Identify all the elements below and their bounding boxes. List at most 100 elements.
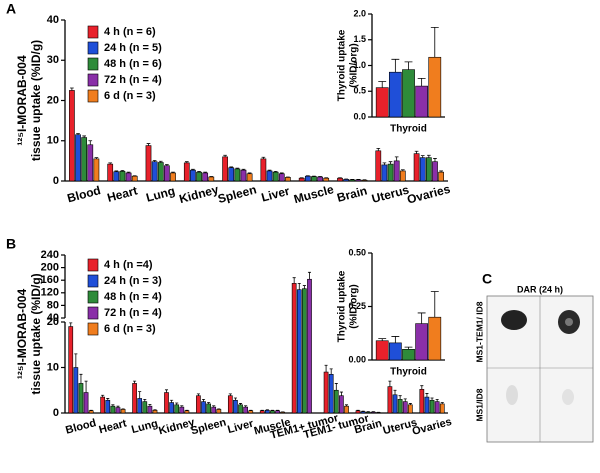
bar [211,406,217,414]
bar [107,163,114,182]
bar [424,396,430,414]
y-tick-label: 10 [47,361,59,373]
bar [169,402,174,414]
legend-label: 72 h (n = 4) [104,74,162,86]
error-bar [143,398,147,402]
bar [311,176,317,182]
bar [387,386,393,414]
x-tick-label: Ovaries [406,182,452,207]
bar [234,168,241,182]
bar [145,145,152,182]
bar [233,399,238,414]
error-bar [297,282,301,290]
error-bar [148,403,152,407]
bar [264,409,270,414]
error-bar [197,170,201,173]
x-tick-label: Brain [335,183,368,204]
error-bar [339,391,343,396]
error-bar [88,140,93,145]
error-bar [94,157,99,159]
x-tick-label: Heart [106,183,139,204]
y-tick-label: 160 [41,274,59,286]
error-bar [82,135,86,138]
error-bar [196,393,200,396]
bar [388,71,402,118]
error-bar [76,133,80,135]
bar [375,340,389,361]
x-tick-label: Spleen [216,182,258,206]
bar [291,283,297,414]
x-tick-label: Liver [226,418,255,437]
bar [246,173,253,182]
y-tick-label: 1.0 [353,60,366,70]
bar [152,409,158,414]
bar [339,395,344,414]
bar [78,383,84,414]
error-bar [108,162,113,165]
bar [432,161,438,182]
y-axis-label: Thyroid uptake [337,29,348,101]
legend-label: 24 h (n = 3) [104,275,162,287]
bar [164,165,170,182]
x-tick-label: Thyroid [390,367,427,378]
bar [425,157,432,182]
bar [355,410,361,414]
y-tick-label: 20 [47,316,59,328]
bar [68,326,74,414]
error-bar [84,380,88,393]
x-tick-label: Lung [145,184,177,205]
error-bar [376,147,381,151]
error-bar [414,150,419,154]
bar [392,394,398,414]
bar [285,177,291,182]
blot-row-label: MS1-TEM1/ ID8 [474,301,484,362]
bar [260,158,267,182]
bar [343,179,349,182]
error-bar [79,373,83,384]
error-bar [391,336,400,343]
bar [375,87,389,118]
error-bar [201,398,206,402]
y-tick-label: 0.0 [353,111,366,121]
error-bar [239,403,243,405]
legend-swatch [87,57,99,71]
bar [399,170,406,182]
y-tick-label: 0 [53,407,59,419]
bar [307,278,312,414]
bar [365,411,371,414]
bar [328,374,334,414]
error-bar [74,353,78,368]
bar [344,405,349,414]
x-tick-label: Heart [98,417,129,436]
panel-label: A [6,1,16,17]
error-bar [403,398,407,402]
error-bar [233,397,237,401]
x-tick-label: Spleen [190,416,228,437]
bar [100,396,106,414]
error-bar [111,404,115,407]
x-tick-label: Liver [260,184,292,205]
error-bar [279,172,284,174]
bar [75,134,81,182]
bar [370,411,376,414]
bar [228,167,235,182]
bar [387,163,394,182]
bar [375,150,382,182]
error-bar [106,398,110,401]
y-axis-label: ¹²⁵I-MORAB-004 [15,55,29,146]
legend-label: 6 d (n = 3) [104,90,156,102]
bar [323,371,329,414]
error-bar [261,156,266,159]
bar [206,403,211,414]
bar [164,392,169,414]
bar [296,289,302,414]
y-tick-label: 20 [47,94,59,106]
error-bar [158,160,163,163]
bar [216,409,222,414]
bar [402,401,408,414]
bar [93,158,100,182]
y-axis-label: tissue uptake (%ID/g) [29,40,43,161]
bar [238,404,243,414]
error-bar [302,285,306,289]
bar [227,395,233,414]
